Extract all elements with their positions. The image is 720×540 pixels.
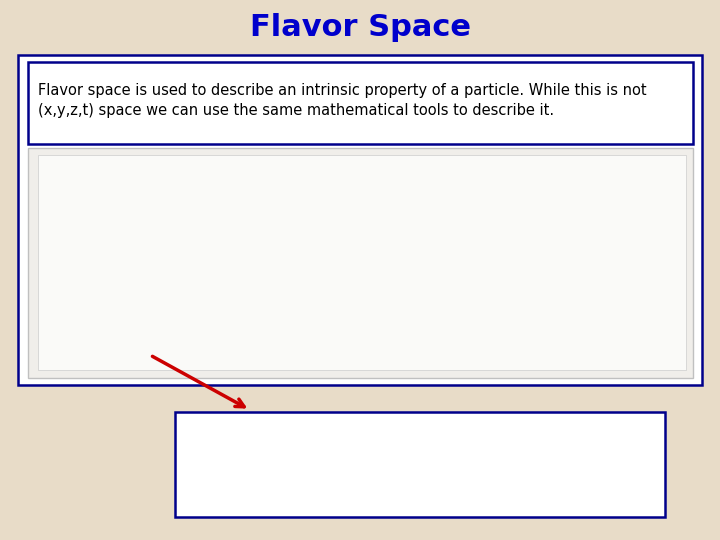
Text: Lepton: Lepton xyxy=(155,170,191,180)
Text: 1: 1 xyxy=(50,360,57,370)
Text: $\nu_e$: $\nu_e$ xyxy=(72,216,86,229)
Text: Flavor space is used to describe an intrinsic property of a particle. While this: Flavor space is used to describe an intr… xyxy=(38,83,647,98)
Bar xyxy=(38,155,686,370)
Bar xyxy=(18,55,702,385)
Text: neutrino: neutrino xyxy=(517,210,567,220)
Text: Flavor Space: Flavor Space xyxy=(250,14,470,43)
Text: 3: 3 xyxy=(114,162,121,172)
Bar xyxy=(28,148,693,378)
Text: $\psi_{\nu_e} \cdot \binom{1}{0} = \binom{\psi_{\nu_e}}{0}$: $\psi_{\nu_e} \cdot \binom{1}{0} = \bino… xyxy=(290,193,386,217)
Bar xyxy=(175,412,665,517)
Text: $e^-$: $e^-$ xyxy=(115,305,133,318)
Text: = electron: = electron xyxy=(510,197,564,207)
Bar xyxy=(28,62,693,144)
Text: Flavor space can be thought of as a three  dimensional space.
The particle eigen: Flavor space can be thought of as a thre… xyxy=(188,430,645,489)
Text: = electron: = electron xyxy=(510,267,564,277)
Text: (x,y,z,t) space we can use the same mathematical tools to describe it.: (x,y,z,t) space we can use the same math… xyxy=(38,103,554,118)
Text: $\psi_{\nu_e}(x^\mu)$ and $\psi_{e^-}(x^\mu)$ are field operators: $\psi_{\nu_e}(x^\mu)$ and $\psi_{e^-}(x^… xyxy=(145,328,384,346)
Text: FLAVOR  SPACE: FLAVOR SPACE xyxy=(155,184,235,194)
Text: $\psi_{e^-} \cdot \binom{0}{1} = \binom{0}{\psi_{e^-}}$: $\psi_{e^-} \cdot \binom{0}{1} = \binom{… xyxy=(290,252,394,276)
Text: 2: 2 xyxy=(193,280,200,290)
